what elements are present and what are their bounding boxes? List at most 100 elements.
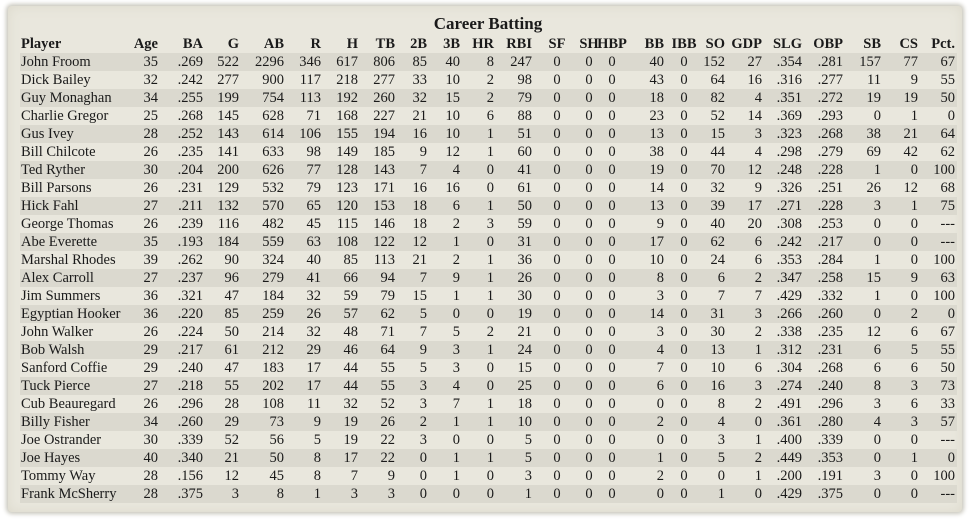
column-header[interactable]: Age (133, 36, 158, 52)
stat-cell: 2 (910, 306, 918, 322)
column-header[interactable]: HR (472, 36, 494, 52)
stat-cell: 146 (373, 216, 395, 232)
table-row: Bill Parsons 26.231 129 532 79 123 171 16 16 0 61 0… (20, 179, 957, 197)
stat-cell: 1 (486, 198, 494, 214)
column-header[interactable]: G (227, 36, 239, 52)
column-header[interactable]: GDP (731, 36, 762, 52)
stat-cell: .240 (817, 378, 843, 394)
stat-cell: 0 (608, 270, 616, 286)
column-header[interactable]: SLG (772, 36, 802, 52)
stat-cell: 59 (343, 288, 359, 304)
stat-cell: 47 (224, 360, 240, 376)
stat-cell: 5 (524, 432, 532, 448)
stat-cell: 0 (608, 342, 616, 358)
player-name: Frank McSherry (21, 486, 117, 502)
stat-cell: 50 (269, 450, 285, 466)
stat-cell: 0 (656, 486, 664, 502)
stat-cell: 85 (224, 306, 240, 322)
stat-cell: 141 (217, 144, 239, 160)
stat-cell: 21 (412, 252, 428, 268)
column-header[interactable]: BB (644, 36, 664, 52)
stat-cell: 12 (445, 144, 461, 160)
stat-cell: 16 (445, 180, 461, 196)
stat-cell: 52 (710, 108, 726, 124)
column-header[interactable]: HBP (597, 36, 627, 52)
stat-cell: 19 (866, 90, 882, 106)
stat-cell: 0 (608, 486, 616, 502)
stat-cell: 1 (452, 468, 460, 484)
stat-cell: 0 (585, 396, 593, 412)
stat-cell: 1 (873, 252, 881, 268)
stat-cell: 3 (231, 486, 239, 502)
column-header[interactable]: 3B (443, 36, 460, 52)
stat-cell: 6 (754, 252, 762, 268)
stat-cell: 0 (608, 108, 616, 124)
stat-cell: 129 (217, 180, 239, 196)
column-header[interactable]: IBB (671, 36, 697, 52)
column-header[interactable]: OBP (813, 36, 843, 52)
stat-cell: 0 (585, 288, 593, 304)
column-header[interactable]: RBI (506, 36, 532, 52)
stat-cell: 754 (262, 90, 284, 106)
stat-cell: 0 (585, 108, 593, 124)
stat-cell: .269 (177, 54, 203, 70)
stat-cell: 24 (517, 342, 533, 358)
column-header[interactable]: BA (182, 36, 203, 52)
column-header[interactable]: H (346, 36, 358, 52)
column-header[interactable]: SB (863, 36, 881, 52)
column-header[interactable]: Pct. (931, 36, 955, 52)
stat-cell: 346 (299, 54, 321, 70)
column-header[interactable]: SF (548, 36, 566, 52)
column-header[interactable]: SH (579, 36, 599, 52)
stat-cell: .293 (817, 108, 843, 124)
stat-cell: 55 (940, 342, 956, 358)
column-header[interactable]: CS (899, 36, 918, 52)
stat-cell: 5 (717, 450, 725, 466)
stat-cell: 13 (710, 342, 726, 358)
stat-cell: 48 (343, 324, 359, 340)
stat-cell: 2 (656, 468, 664, 484)
player-name: Joe Hayes (21, 450, 81, 466)
stat-cell: 29 (143, 360, 159, 376)
stat-cell: 27 (143, 270, 159, 286)
stat-cell: 57 (343, 306, 359, 322)
stat-cell: --- (940, 216, 956, 232)
stat-cell: 55 (380, 378, 396, 394)
stat-cell: 279 (262, 270, 284, 286)
stat-cell: 3 (873, 396, 881, 412)
column-header[interactable]: TB (375, 36, 395, 52)
stat-cell: 0 (585, 378, 593, 394)
stat-cell: 45 (306, 216, 322, 232)
stat-cell: 8 (873, 378, 881, 394)
stat-cell: 7 (419, 324, 427, 340)
stat-cell: 0 (680, 216, 688, 232)
stat-cell: 6 (656, 378, 664, 394)
stat-cell: 0 (680, 198, 688, 214)
column-header[interactable]: AB (263, 36, 284, 52)
stat-cell: 64 (940, 126, 956, 142)
stat-cell: 2 (754, 396, 762, 412)
column-header[interactable]: 2B (410, 36, 427, 52)
stat-cell: 0 (553, 54, 561, 70)
table-row: Joe Ostrander 30.339 52 56 5 19 22 3 0 0 5 0 0 0 0 0 3 1.… (20, 431, 957, 449)
column-header[interactable]: Player (21, 36, 62, 52)
stat-cell: 4 (873, 414, 881, 430)
player-name: Tommy Way (21, 468, 96, 484)
stat-cell: 26 (517, 270, 533, 286)
stat-cell: 1 (754, 342, 762, 358)
stat-cell: .298 (776, 144, 802, 160)
stat-cell: 0 (585, 270, 593, 286)
stat-cell: 67 (940, 324, 956, 340)
table-row: Sanford Coffie 29.240 47 183 17 44 55 5 3 0 15 0 0 0 7… (20, 359, 957, 377)
stat-cell: 482 (262, 216, 284, 232)
stat-cell: 41 (306, 270, 322, 286)
stat-cell: 0 (910, 234, 918, 250)
stat-cell: 3 (350, 486, 358, 502)
stat-cell: 88 (517, 108, 533, 124)
column-header[interactable]: SO (705, 36, 725, 52)
stat-cell: 12 (866, 324, 882, 340)
stat-cell: 24 (710, 252, 726, 268)
column-header[interactable]: R (310, 36, 321, 52)
stat-cell: 30 (517, 288, 533, 304)
stat-cell: 0 (608, 198, 616, 214)
